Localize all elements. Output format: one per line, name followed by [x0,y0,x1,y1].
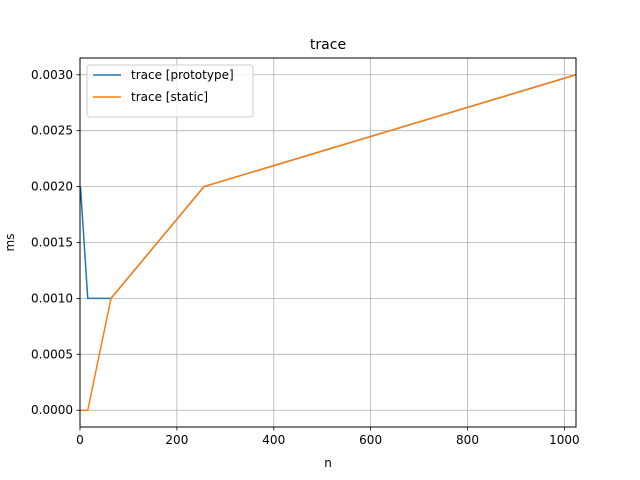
legend-label-0: trace [prototype] [131,68,234,82]
y-tick-label: 0.0015 [31,236,73,250]
x-tick-label: 1000 [549,433,580,447]
y-tick-label: 0.0020 [31,180,73,194]
y-axis-ticks: 0.0000 0.0005 0.0010 0.0015 0.0020 0.0025 0.00… [31,68,80,417]
x-axis-ticks: 0 200 400 600 800 1000 [76,427,580,447]
grid-lines [79,58,576,427]
legend-label-1: trace [static] [131,90,208,104]
series-line-1 [80,74,577,411]
y-axis-title: ms [3,234,17,252]
y-tick-label: 0.0025 [31,124,73,138]
series-lines [79,74,577,411]
x-axis-title: n [324,456,332,470]
x-tick-label: 200 [165,433,188,447]
legend-box [86,64,254,118]
y-tick-label: 0.0010 [31,291,73,305]
y-tick-label: 0.0005 [31,347,73,361]
y-tick-label: 0.0030 [31,68,73,82]
x-tick-label: 800 [456,433,479,447]
x-tick-label: 400 [262,433,285,447]
y-tick-label: 0.0000 [31,403,73,417]
legend: trace [prototype] trace [static] [86,64,254,118]
x-tick-label: 0 [76,433,84,447]
x-tick-label: 600 [359,433,382,447]
chart-title: trace [310,37,346,53]
